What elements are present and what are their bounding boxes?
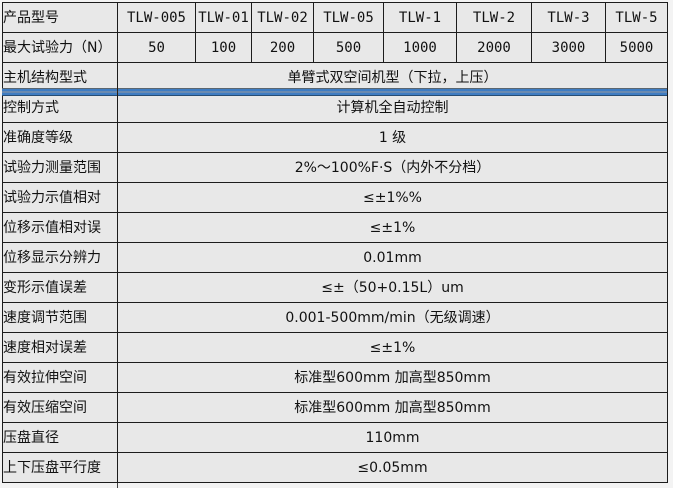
model-cell: TLW-02 [251,2,314,33]
table-row-speed-error: 速度相对误差 ≤±1% [2,332,668,363]
row-label: 试验力测量范围 [2,152,118,183]
row-value: ≤±1%% [117,182,668,213]
row-label-product-model: 产品型号 [2,2,118,33]
model-cell: TLW-01 [195,2,252,33]
force-cell: 3000 [531,32,606,63]
row-label: 压盘直径 [2,422,118,453]
row-label: 有效压缩空间 [2,392,118,423]
force-cell: 100 [195,32,252,63]
row-label: 速度调节范围 [2,302,118,333]
row-value: 计算机全自动控制 [117,92,668,123]
table-row-force-error: 试验力示值相对 ≤±1%% [2,182,668,213]
force-cell: 500 [313,32,384,63]
table-row-force-range: 试验力测量范围 2%～100%F·S（内外不分档） [2,152,668,183]
model-cell: TLW-3 [531,2,606,33]
table-row-deformation-error: 变形示值误差 ≤±（50+0.15L）um [2,272,668,303]
row-value: 标准型600mm 加高型850mm [117,392,668,423]
row-value: ≤±1% [117,212,668,243]
table-row-displacement-error: 位移示值相对误 ≤±1% [2,212,668,243]
table-row-speed-range: 速度调节范围 0.001-500mm/min（无级调速） [2,302,668,333]
row-value: 0.01mm [117,242,668,273]
row-value: 1 级 [117,122,668,153]
table-row-accuracy: 准确度等级 1 级 [2,122,668,153]
table-row-product-model: 产品型号 TLW-005 TLW-01 TLW-02 TLW-05 TLW-1 … [2,2,668,33]
table-row-control: 控制方式 计算机全自动控制 [2,92,668,123]
row-value: 0.001-500mm/min（无级调速） [117,302,668,333]
force-cell: 50 [117,32,196,63]
table-row-platen-parallelism: 上下压盘平行度 ≤0.05mm [2,452,668,483]
table-row-max-force: 最大试验力（N） 50 100 200 500 1000 2000 3000 5… [2,32,668,63]
row-label: 速度相对误差 [2,332,118,363]
row-value: 2%～100%F·S（内外不分档） [117,152,668,183]
row-label: 有效拉伸空间 [2,362,118,393]
model-cell: TLW-5 [605,2,668,33]
column-divider-tail [117,483,118,488]
row-label: 控制方式 [2,92,118,123]
table-row-platen-diameter: 压盘直径 110mm [2,422,668,453]
table-row-structure: 主机结构型式 单臂式双空间机型（下拉，上压） [2,62,668,93]
spec-table: 产品型号 TLW-005 TLW-01 TLW-02 TLW-05 TLW-1 … [2,2,668,483]
table-row-tension-space: 有效拉伸空间 标准型600mm 加高型850mm [2,362,668,393]
row-label: 位移示值相对误 [2,212,118,243]
row-label: 位移显示分辨力 [2,242,118,273]
force-cell: 1000 [383,32,457,63]
row-value: 110mm [117,422,668,453]
row-label: 准确度等级 [2,122,118,153]
row-value: 单臂式双空间机型（下拉，上压） [117,62,668,93]
model-cell: TLW-005 [117,2,196,33]
model-cell: TLW-2 [456,2,532,33]
force-cell: 200 [251,32,314,63]
force-cell: 2000 [456,32,532,63]
row-value: ≤±（50+0.15L）um [117,272,668,303]
table-row-displacement-resolution: 位移显示分辨力 0.01mm [2,242,668,273]
row-value: 标准型600mm 加高型850mm [117,362,668,393]
row-label: 上下压盘平行度 [2,452,118,483]
row-label: 主机结构型式 [2,62,118,93]
row-label-max-force: 最大试验力（N） [2,32,118,63]
row-label: 试验力示值相对 [2,182,118,213]
row-value: ≤±1% [117,332,668,363]
table-row-compression-space: 有效压缩空间 标准型600mm 加高型850mm [2,392,668,423]
row-label: 变形示值误差 [2,272,118,303]
model-cell: TLW-05 [313,2,384,33]
row-value: ≤0.05mm [117,452,668,483]
model-cell: TLW-1 [383,2,457,33]
force-cell: 5000 [605,32,668,63]
